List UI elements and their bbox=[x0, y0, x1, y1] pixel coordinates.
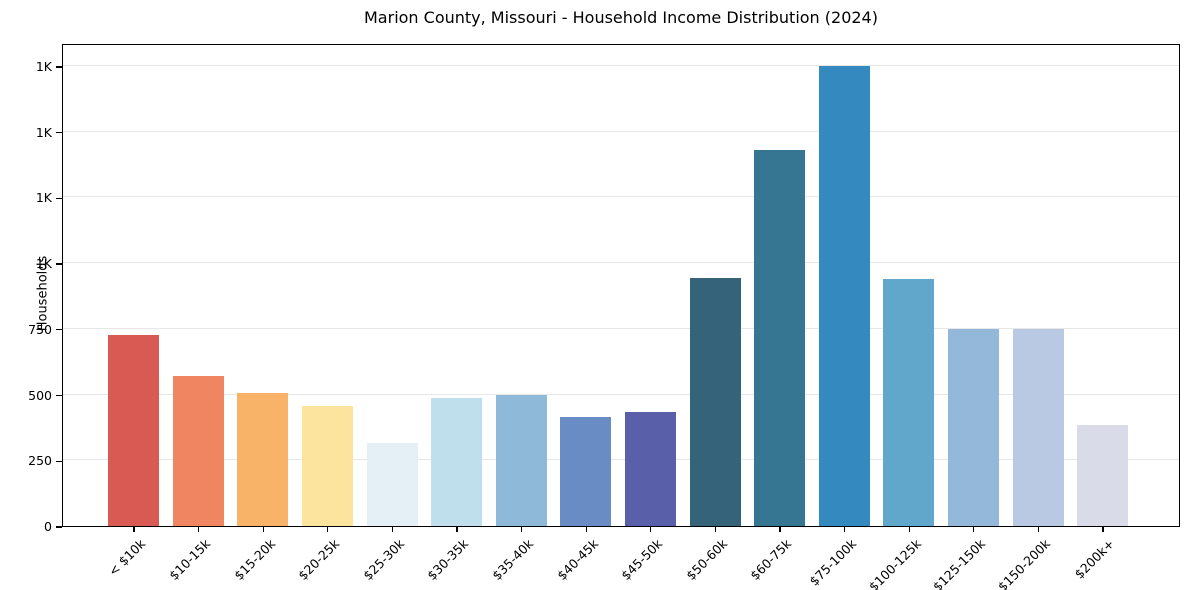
x-tick-label-text: $10-15k bbox=[166, 536, 214, 584]
x-tick-mark-$30-35k bbox=[456, 527, 458, 532]
x-tick-mark-$20-25k bbox=[327, 527, 329, 532]
gridline-1000 bbox=[63, 262, 1179, 264]
x-tick-mark-$40-45k bbox=[585, 527, 587, 532]
x-tick-label-text: $40-45k bbox=[553, 536, 601, 584]
bar-$45-50k bbox=[624, 412, 676, 526]
x-tick-mark-$10-15k bbox=[197, 527, 200, 532]
x-tick-label-text: $15-20k bbox=[230, 536, 278, 584]
y-tick-mark-750 bbox=[56, 329, 62, 331]
x-tick-label-text: $30-35k bbox=[424, 536, 472, 584]
x-tick-label-text: $100-125k bbox=[865, 536, 924, 590]
y-tick-mark-1250 bbox=[56, 197, 62, 200]
x-tick-label-text: $75-100k bbox=[806, 536, 860, 589]
x-tick-label-text: $150-200k bbox=[994, 536, 1053, 590]
y-tick-label-250: 250 bbox=[28, 453, 52, 469]
x-tick-mark-$35-40k bbox=[520, 527, 523, 532]
y-tick-mark-1000 bbox=[56, 263, 62, 265]
x-tick-label-text: $45-50k bbox=[618, 536, 666, 584]
gridline-1250 bbox=[63, 196, 1179, 198]
y-tick-mark-0 bbox=[56, 526, 62, 528]
x-tick-label-text: $20-25k bbox=[295, 536, 343, 584]
y-tick-label-500: 500 bbox=[28, 387, 52, 403]
plot-area bbox=[62, 44, 1180, 527]
bar-$40-45k bbox=[560, 416, 612, 526]
x-tick-mark-$45-50k bbox=[650, 527, 652, 532]
y-tick-label-1750: 1K bbox=[35, 58, 52, 74]
bar-$35-40k bbox=[495, 394, 547, 526]
y-tick-mark-500 bbox=[56, 394, 62, 397]
x-tick-label-text: $50-60k bbox=[682, 536, 730, 584]
gridline-250 bbox=[63, 459, 1179, 461]
y-tick-label-750: 750 bbox=[28, 321, 52, 337]
bar-$100-125k bbox=[883, 278, 935, 526]
bar-< $10k bbox=[108, 335, 160, 526]
x-tick-mark-$100-125k bbox=[908, 527, 910, 532]
y-tick-mark-1500 bbox=[56, 131, 62, 134]
bar-$75-100k bbox=[818, 66, 870, 526]
x-tick-label-text: $35-40k bbox=[489, 536, 537, 584]
x-tick-label-text: $125-150k bbox=[930, 536, 989, 590]
bar-$20-25k bbox=[301, 406, 353, 526]
x-tick-label-text: < $10k bbox=[105, 536, 149, 579]
bar-$200k+ bbox=[1077, 425, 1129, 526]
x-tick-mark-$60-75k bbox=[779, 527, 781, 532]
y-tick-label-1000: 1K bbox=[35, 256, 52, 272]
gridline-1750 bbox=[63, 64, 1179, 66]
y-tick-mark-250 bbox=[56, 460, 62, 462]
x-tick-mark-$25-30k bbox=[391, 527, 394, 532]
x-tick-mark-< $10k bbox=[133, 527, 135, 532]
y-tick-label-1250: 1K bbox=[35, 190, 52, 206]
x-tick-label-text: $60-75k bbox=[747, 536, 795, 584]
x-tick-mark-$150-200k bbox=[1037, 527, 1040, 532]
x-tick-label-text: $25-30k bbox=[359, 536, 407, 584]
x-tick-mark-$200k+ bbox=[1102, 527, 1104, 532]
bar-$10-15k bbox=[172, 376, 224, 526]
bar-$50-60k bbox=[689, 277, 741, 526]
chart-title: Marion County, Missouri - Household Inco… bbox=[364, 8, 878, 27]
x-tick-mark-$125-150k bbox=[973, 527, 975, 532]
x-tick-mark-$15-20k bbox=[262, 527, 264, 532]
y-tick-label-0: 0 bbox=[44, 519, 52, 534]
y-tick-label-1500: 1K bbox=[35, 124, 52, 140]
bar-$60-75k bbox=[754, 150, 806, 526]
gridline-750 bbox=[63, 327, 1179, 329]
bar-$15-20k bbox=[237, 393, 289, 526]
y-tick-mark-1750 bbox=[56, 66, 62, 68]
bar-$150-200k bbox=[1012, 329, 1064, 526]
bar-$125-150k bbox=[947, 328, 999, 526]
gridline-500 bbox=[63, 393, 1179, 395]
x-tick-mark-$50-60k bbox=[714, 527, 717, 532]
x-tick-label-text: $200k+ bbox=[1071, 536, 1118, 582]
bar-$30-35k bbox=[431, 397, 483, 526]
bar-$25-30k bbox=[366, 443, 418, 526]
gridline-1500 bbox=[63, 130, 1179, 132]
x-tick-mark-$75-100k bbox=[843, 527, 846, 532]
